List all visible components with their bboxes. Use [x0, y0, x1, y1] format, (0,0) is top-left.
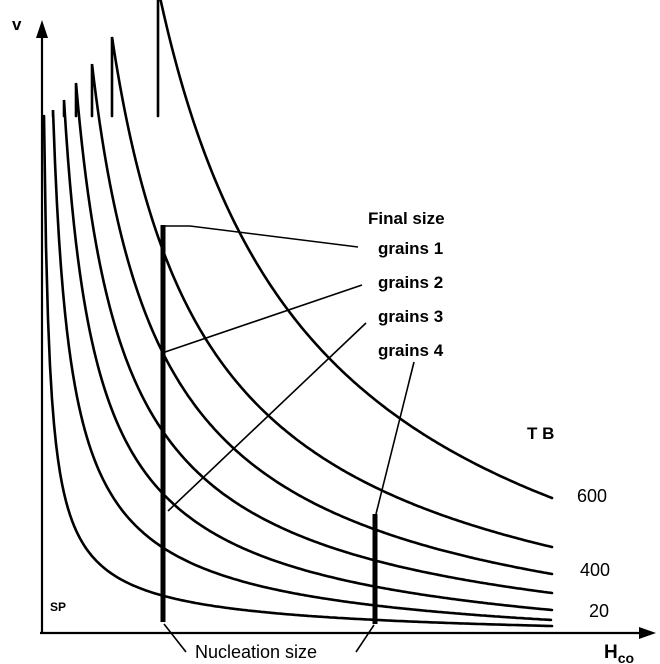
final-size-title: Final size	[368, 209, 445, 228]
curve-3	[62, 99, 554, 612]
grains-1-label: grains 1	[378, 239, 443, 258]
y-axis-label: v	[12, 15, 22, 34]
nucleation-size-label: Nucleation size	[195, 642, 317, 662]
curve-4	[74, 82, 554, 595]
nucleation-connector-right	[355, 624, 375, 653]
x-axis-label-main: H	[604, 642, 618, 663]
nucleation-connector-left	[163, 623, 187, 653]
grains-4-label: grains 4	[378, 341, 444, 360]
curve-label-600: 600	[577, 486, 607, 506]
grains-3-connector	[167, 322, 367, 512]
connector-lines	[163, 225, 415, 653]
axes	[36, 20, 656, 639]
grains-2-connector	[164, 284, 363, 353]
y-axis-arrowhead	[36, 20, 48, 38]
curve-2	[51, 109, 553, 622]
grains-2-label: grains 2	[378, 273, 443, 292]
curve-6	[110, 36, 554, 549]
curve-label-20: 20	[589, 601, 609, 621]
tb-label: T B	[527, 424, 554, 443]
curve-1	[42, 114, 554, 628]
curve-5	[90, 63, 554, 576]
curve-7	[156, 0, 554, 500]
x-axis-arrowhead	[639, 627, 656, 639]
grains-3-label: grains 3	[378, 307, 443, 326]
curve-label-400: 400	[580, 560, 610, 580]
curve-family	[42, 0, 554, 628]
x-axis-label: Hco	[604, 642, 634, 664]
sp-label: SP	[50, 600, 66, 614]
grains-1-connector	[163, 225, 359, 248]
grains-4-connector	[375, 361, 415, 515]
x-axis-label-sub: co	[618, 650, 634, 664]
